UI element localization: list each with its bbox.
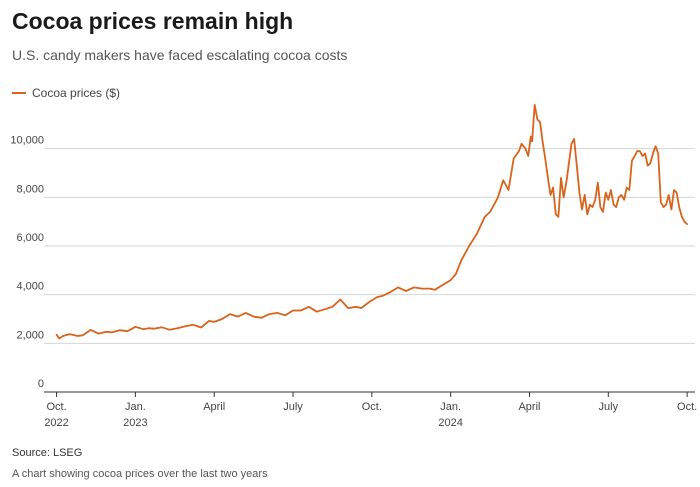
x-tick-year-label: 2023: [123, 417, 147, 429]
y-tick-label: 0: [38, 378, 44, 390]
legend-label: Cocoa prices ($): [32, 86, 121, 100]
line-chart: 0 2,000 4,000 6,000 8,000 10,000 Oct. 2022 Jan. 2…: [10, 104, 697, 429]
chart-subtitle: U.S. candy makers have faced escalating …: [12, 47, 348, 63]
series-line-cocoa-prices: [55, 104, 688, 340]
x-tick-label: July: [599, 401, 619, 413]
source-note: Source: LSEG: [12, 447, 83, 459]
x-tick-year-label: 2024: [438, 417, 462, 429]
legend: Cocoa prices ($): [12, 86, 120, 100]
x-tick-label: Oct.: [362, 401, 382, 413]
y-tick-label: 6,000: [16, 232, 44, 244]
x-tick-label: April: [203, 401, 225, 413]
y-tick-label: 4,000: [16, 281, 44, 293]
y-tick-label: 2,000: [16, 329, 44, 341]
x-tick-label: Jan.: [125, 401, 146, 413]
chart-caption: A chart showing cocoa prices over the la…: [12, 468, 268, 480]
y-tick-label: 10,000: [10, 135, 44, 147]
x-tick-label: Oct.: [677, 401, 697, 413]
x-tick-label: Jan.: [440, 401, 461, 413]
chart-title: Cocoa prices remain high: [12, 8, 294, 34]
x-tick-label: July: [283, 401, 303, 413]
x-tick-label: April: [518, 401, 540, 413]
x-tick-label: Oct.: [46, 401, 66, 413]
y-tick-label: 8,000: [16, 183, 44, 195]
legend-swatch: [12, 92, 26, 94]
x-tick-year-label: 2022: [44, 417, 68, 429]
